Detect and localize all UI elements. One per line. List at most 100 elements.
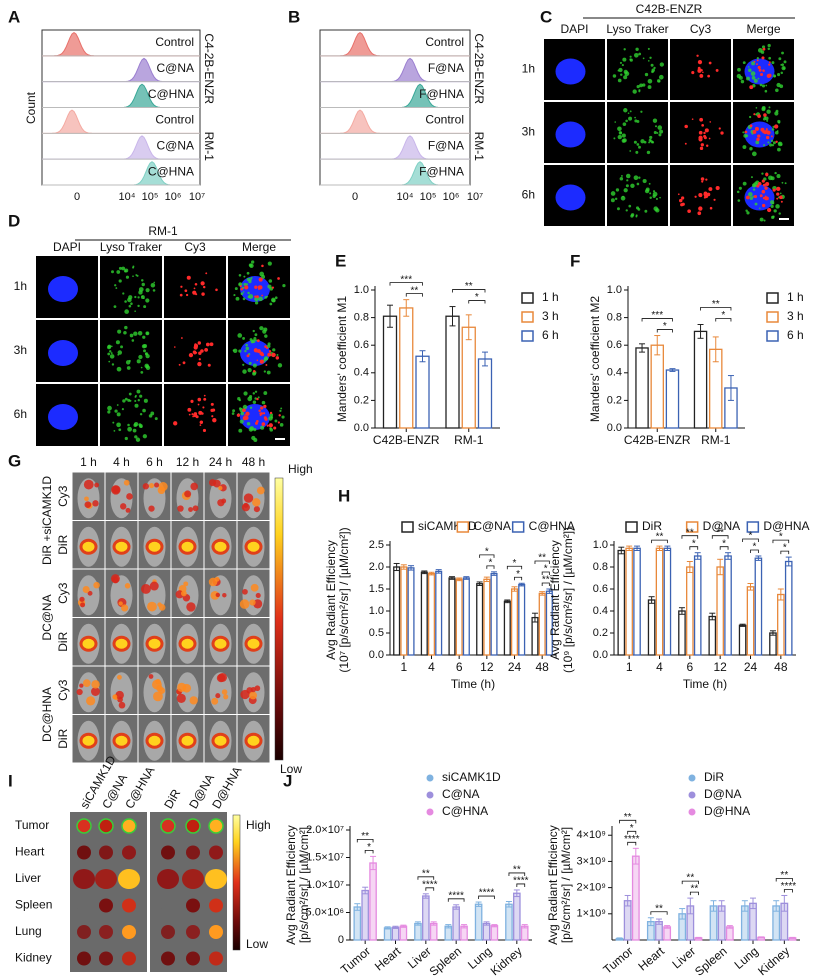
lysosome [282, 284, 286, 288]
error-bar [725, 552, 732, 560]
bar [633, 547, 641, 656]
y-axis-label: Manders' coefficient M1 [335, 296, 349, 422]
lysosome [622, 57, 627, 62]
lysosome [272, 348, 276, 352]
fluorescence [110, 574, 120, 584]
lysosome [238, 274, 242, 277]
lysosome [122, 292, 125, 295]
lysosome [242, 363, 245, 366]
lysosome [770, 204, 774, 208]
bar [693, 555, 702, 656]
lysosome [763, 219, 766, 222]
lysosome [131, 339, 135, 342]
error-bar [421, 570, 428, 575]
lysosome [749, 115, 752, 119]
error-bar [354, 903, 361, 911]
lysosome [649, 135, 653, 140]
cy3-signal [239, 285, 242, 288]
lysosome [266, 370, 271, 375]
cy3-signal [188, 413, 191, 416]
lysosome [750, 176, 753, 179]
organ [121, 818, 137, 834]
cy3-signal [765, 174, 768, 177]
lysosome [130, 302, 133, 305]
cy3-signal [761, 203, 766, 208]
y-tick-label: 0.2 [354, 394, 369, 406]
lysosome [648, 182, 651, 185]
lysosome [252, 363, 257, 368]
lysosome [774, 111, 779, 116]
cy3-signal [178, 363, 181, 366]
significance-label: ** [542, 575, 550, 586]
x-tick-label: 10⁷ [189, 191, 205, 203]
cy3-signal [703, 196, 706, 199]
lysosome [780, 71, 784, 75]
lysosome [658, 80, 661, 83]
error-bar [445, 924, 452, 929]
lysosome [625, 209, 628, 212]
lysosome [107, 352, 111, 356]
lysosome [636, 182, 640, 186]
lysosome [738, 186, 742, 190]
cy3-signal [700, 177, 705, 181]
significance-label: ** [780, 870, 788, 881]
lysosome [134, 399, 137, 403]
lysosome [765, 84, 768, 87]
cy3-signal [191, 413, 194, 416]
organ [209, 845, 223, 860]
lysosome [740, 79, 745, 84]
cy3-signal [720, 131, 724, 135]
y-tick-label: 1.0 [369, 605, 384, 617]
organ [99, 898, 113, 913]
cy3-signal [703, 191, 708, 196]
legend-swatch [401, 521, 414, 533]
cy3-signal [255, 295, 259, 299]
significance-label: ** [686, 873, 694, 884]
significance-bracket [627, 841, 637, 846]
cy3-signal [207, 363, 211, 367]
lysosome [243, 275, 246, 278]
cy3-signal [765, 182, 770, 187]
lysosome [614, 197, 618, 201]
significance-bracket [650, 911, 668, 915]
lysosome [254, 397, 257, 400]
significance-label: * [722, 538, 726, 549]
lysosome [124, 300, 127, 303]
fluorescence [189, 696, 198, 705]
significance-label: ** [361, 831, 369, 842]
cy3-signal [761, 189, 766, 194]
cy3-signal [768, 63, 771, 66]
lysosome [626, 179, 629, 182]
lysosome [757, 77, 760, 80]
lysosome [253, 427, 257, 432]
bar [452, 906, 460, 941]
significance-bracket [742, 538, 759, 542]
group-label: DC@HNA [40, 687, 54, 742]
lysosome [125, 275, 130, 279]
lysosome [107, 345, 111, 350]
lysosome [640, 110, 643, 113]
lysosome [629, 55, 632, 58]
organ [77, 845, 91, 860]
fluorescence [223, 694, 229, 700]
lysosome [761, 106, 766, 110]
x-tick-label: C42B-ENZR [373, 433, 440, 447]
significance-bracket [514, 576, 523, 581]
lysosome [118, 266, 122, 270]
y-tick-label: 0.4 [354, 367, 369, 379]
error-bar [518, 582, 525, 587]
fluorescence [177, 505, 184, 512]
error-bar [709, 612, 716, 621]
fluorescence [239, 599, 250, 609]
lysosome [771, 143, 775, 147]
lysosome [111, 363, 115, 366]
column-header: 12 h [176, 455, 199, 469]
fluorescence [181, 735, 194, 746]
significance-bracket [700, 307, 732, 311]
lysosome [244, 349, 247, 353]
lysosome [277, 363, 283, 368]
fluorescence [215, 592, 221, 598]
fluorescence [126, 493, 133, 500]
significance-label: * [516, 569, 520, 580]
bar [422, 895, 430, 941]
